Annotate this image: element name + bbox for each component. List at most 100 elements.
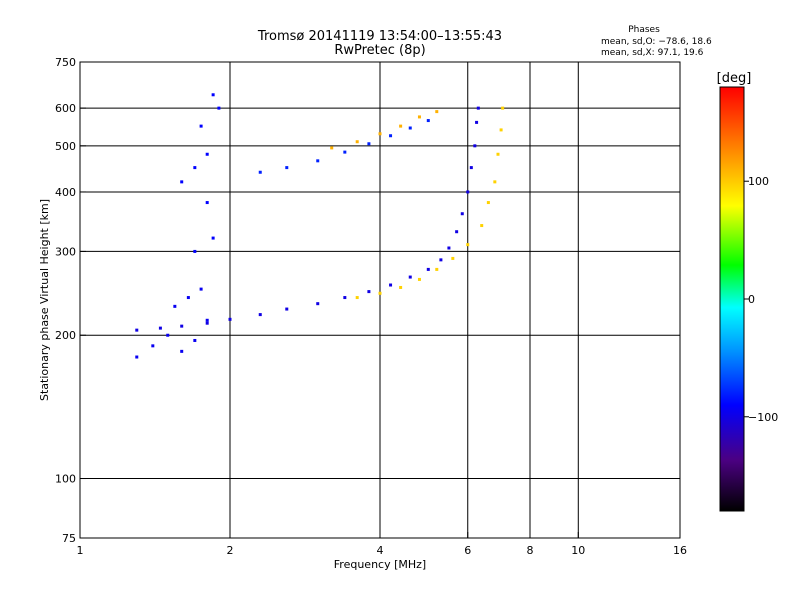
- data-point: [166, 333, 170, 337]
- chart-title: Tromsø 20141119 13:54:00–13:55:43: [257, 29, 502, 44]
- data-point: [367, 290, 371, 294]
- data-point: [343, 296, 347, 300]
- y-tick-label: 75: [62, 532, 76, 545]
- data-point: [180, 180, 184, 184]
- data-point: [186, 296, 190, 300]
- x-tick-label: 8: [527, 544, 534, 557]
- data-point: [417, 115, 421, 119]
- data-point: [499, 128, 503, 132]
- x-tick-label: 1: [77, 544, 84, 557]
- data-point: [408, 126, 412, 130]
- y-tick-label: 750: [55, 56, 76, 69]
- data-points: [135, 93, 505, 359]
- data-point: [480, 224, 484, 228]
- data-point: [316, 302, 320, 306]
- x-tick-label: 16: [673, 544, 687, 557]
- data-point: [435, 110, 439, 114]
- data-point: [355, 140, 359, 144]
- x-axis: 1 2 4 6 8 10 16: [77, 532, 687, 557]
- data-point: [378, 291, 382, 295]
- colorbar-tick-label: 100: [748, 175, 769, 188]
- data-point: [426, 119, 430, 123]
- y-tick-label: 400: [55, 186, 76, 199]
- y-axis: 75 100 200 300 400 500 600 750: [55, 56, 86, 545]
- data-point: [135, 355, 139, 359]
- x-tick-label: 2: [227, 544, 234, 557]
- grid-lines: [80, 62, 680, 538]
- y-tick-label: 300: [55, 245, 76, 258]
- data-point: [205, 152, 209, 156]
- data-point: [211, 93, 215, 97]
- data-point: [496, 152, 500, 156]
- data-point: [258, 170, 262, 174]
- data-point: [285, 307, 289, 311]
- x-tick-label: 10: [571, 544, 585, 557]
- data-point: [466, 190, 470, 194]
- data-point: [193, 166, 197, 170]
- y-axis-label: Stationary phase Virtual Height [km]: [38, 199, 51, 401]
- colorbar: [719, 86, 745, 512]
- y-tick-label: 500: [55, 140, 76, 153]
- data-point: [258, 313, 262, 317]
- data-point: [199, 287, 203, 291]
- phases-title: Phases: [628, 25, 660, 35]
- data-point: [151, 344, 155, 348]
- data-point: [389, 283, 393, 287]
- data-point: [469, 166, 473, 170]
- data-point: [199, 124, 203, 128]
- data-point: [426, 267, 430, 271]
- colorbar-tick-label: −100: [748, 411, 778, 424]
- phases-line-x: mean, sd,X: 97.1, 19.6: [601, 48, 704, 58]
- x-tick-label: 4: [377, 544, 384, 557]
- data-point: [451, 256, 455, 260]
- data-point: [343, 150, 347, 154]
- data-point: [435, 267, 439, 271]
- data-point: [285, 166, 289, 170]
- data-point: [378, 132, 382, 136]
- data-point: [439, 258, 443, 262]
- data-point: [475, 120, 479, 124]
- data-point: [466, 243, 470, 247]
- data-point: [158, 326, 162, 330]
- data-point: [493, 180, 497, 184]
- x-axis-label: Frequency [MHz]: [334, 558, 426, 571]
- colorbar-label: [deg]: [717, 71, 752, 86]
- data-point: [399, 124, 403, 128]
- data-point: [135, 328, 139, 332]
- data-point: [408, 275, 412, 279]
- data-point: [389, 134, 393, 138]
- phases-line-o: mean, sd,O: −78.6, 18.6: [601, 37, 712, 47]
- data-point: [180, 324, 184, 328]
- data-point: [193, 249, 197, 253]
- colorbar-tick-label: 0: [748, 293, 755, 306]
- colorbar-ticks: 100 0 −100: [744, 175, 778, 424]
- data-point: [330, 146, 334, 150]
- chart-subtitle: RwPretec (8p): [334, 43, 425, 58]
- data-point: [217, 106, 221, 110]
- data-point: [447, 246, 451, 250]
- data-point: [399, 285, 403, 289]
- data-point: [180, 349, 184, 353]
- data-point: [367, 142, 371, 146]
- data-point: [501, 106, 505, 110]
- data-point: [455, 230, 459, 234]
- data-point: [355, 296, 359, 300]
- data-point: [486, 201, 490, 205]
- data-point: [316, 159, 320, 163]
- data-point: [173, 304, 177, 308]
- data-point: [205, 321, 209, 325]
- data-point: [205, 201, 209, 205]
- y-tick-label: 200: [55, 329, 76, 342]
- x-tick-label: 6: [464, 544, 471, 557]
- data-point: [228, 317, 232, 321]
- data-point: [473, 144, 477, 148]
- y-tick-label: 600: [55, 102, 76, 115]
- y-tick-label: 100: [55, 473, 76, 486]
- data-point: [193, 338, 197, 342]
- data-point: [476, 106, 480, 110]
- data-point: [211, 236, 215, 240]
- data-point: [205, 318, 209, 322]
- data-point: [460, 212, 464, 216]
- data-point: [417, 277, 421, 281]
